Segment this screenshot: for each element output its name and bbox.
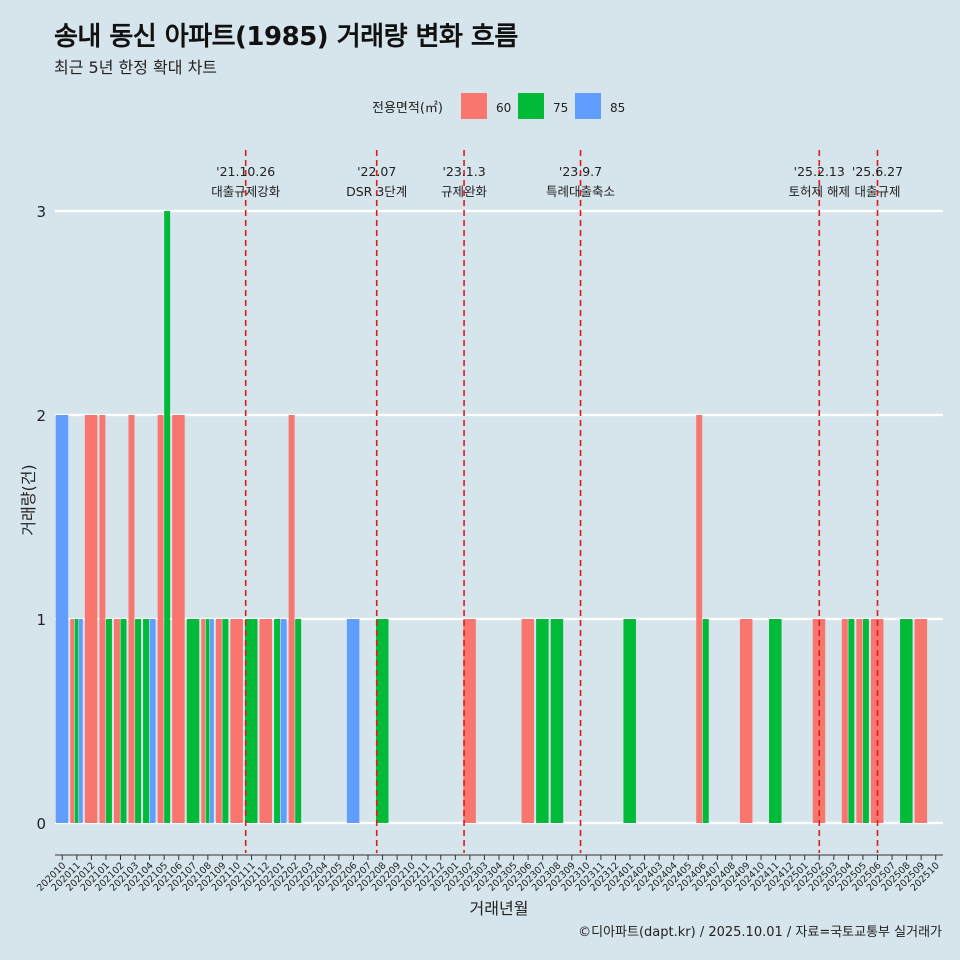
legend-title: 전용면적(㎡) (372, 101, 443, 116)
bar-60-202106 (172, 415, 185, 823)
bar-75-202504 (848, 619, 855, 823)
legend-label-85: 85 (610, 101, 625, 115)
bar-85-202201 (280, 619, 287, 823)
y-tick-label: 1 (36, 611, 46, 629)
bar-75-202104 (143, 619, 150, 823)
event-label: 규제완화 (441, 184, 488, 199)
bar-75-202401 (623, 619, 636, 823)
bar-75-202101 (105, 619, 112, 823)
event-label: 토허제 해제 (789, 184, 850, 199)
bar-60-202109 (215, 619, 222, 823)
bar-75-202505 (862, 619, 869, 823)
bar-60-202505 (856, 619, 863, 823)
bar-85-202010 (55, 415, 69, 823)
bar-75-202208 (375, 619, 389, 823)
bar-75-202107 (186, 619, 200, 823)
bar-75-202111 (244, 619, 258, 823)
bar-60-202102 (113, 619, 120, 823)
event-date: '23.1.3 (442, 164, 485, 179)
bar-75-202202 (295, 619, 302, 823)
event-date: '25.6.27 (852, 164, 903, 179)
event-label: DSR 3단계 (346, 184, 407, 199)
chart-title: 송내 동신 아파트(1985) 거래량 변화 흐름 (54, 22, 518, 52)
event-date: '22.07 (357, 164, 396, 179)
y-tick-label: 2 (36, 407, 46, 425)
event-label: 대출규제 (854, 184, 900, 199)
bar-85-202104 (149, 619, 156, 823)
legend-swatch-60 (461, 93, 487, 119)
x-axis-title: 거래년월 (470, 899, 529, 918)
bar-75-202103 (135, 619, 142, 823)
bar-75-202201 (274, 619, 281, 823)
bar-85-202108 (210, 619, 214, 823)
bar-60-202103 (128, 415, 135, 823)
chart-subtitle: 최근 5년 한정 확대 차트 (54, 58, 218, 77)
bar-75-202406 (702, 619, 709, 823)
legend-label-75: 75 (553, 101, 568, 115)
bar-60-202302 (463, 619, 476, 823)
event-date: '25.2.13 (794, 164, 845, 179)
bar-75-202109 (222, 619, 229, 823)
y-tick-label: 3 (36, 203, 46, 221)
bar-75-202508 (900, 619, 913, 823)
bar-60-202011 (70, 619, 75, 823)
bar-60-202509 (914, 619, 928, 823)
bar-60-202306 (521, 619, 535, 823)
event-label: 대출규제강화 (211, 184, 281, 199)
bar-60-202108 (201, 619, 206, 823)
legend-label-60: 60 (496, 101, 511, 115)
legend-swatch-85 (575, 93, 601, 119)
bar-60-202012 (84, 415, 98, 823)
bar-75-202102 (120, 619, 127, 823)
bar-60-202504 (841, 619, 848, 823)
y-axis-title: 거래량(건) (19, 464, 38, 535)
y-tick-label: 0 (36, 815, 46, 833)
bar-60-202105 (157, 415, 164, 823)
bar-85-202206 (346, 619, 360, 823)
bar-60-202202 (288, 415, 295, 823)
bar-75-202308 (550, 619, 564, 823)
event-label: 특례대출축소 (546, 184, 615, 199)
event-date: '23.9.7 (559, 164, 602, 179)
bar-75-202307 (536, 619, 549, 823)
legend-swatch-75 (518, 93, 544, 119)
bar-60-202409 (739, 619, 753, 823)
bar-60-202110 (230, 619, 243, 823)
source-caption: ©디아파트(dapt.kr) / 2025.10.01 / 자료=국토교통부 실… (578, 925, 942, 940)
bar-75-202105 (164, 211, 171, 823)
bar-60-202101 (99, 415, 106, 823)
event-date: '21.10.26 (216, 164, 275, 179)
bar-75-202011 (74, 619, 79, 823)
bar-60-202406 (696, 415, 703, 823)
bar-85-202011 (79, 619, 83, 823)
bar-75-202411 (769, 619, 782, 823)
bar-75-202108 (205, 619, 210, 823)
bar-60-202112 (259, 619, 273, 823)
